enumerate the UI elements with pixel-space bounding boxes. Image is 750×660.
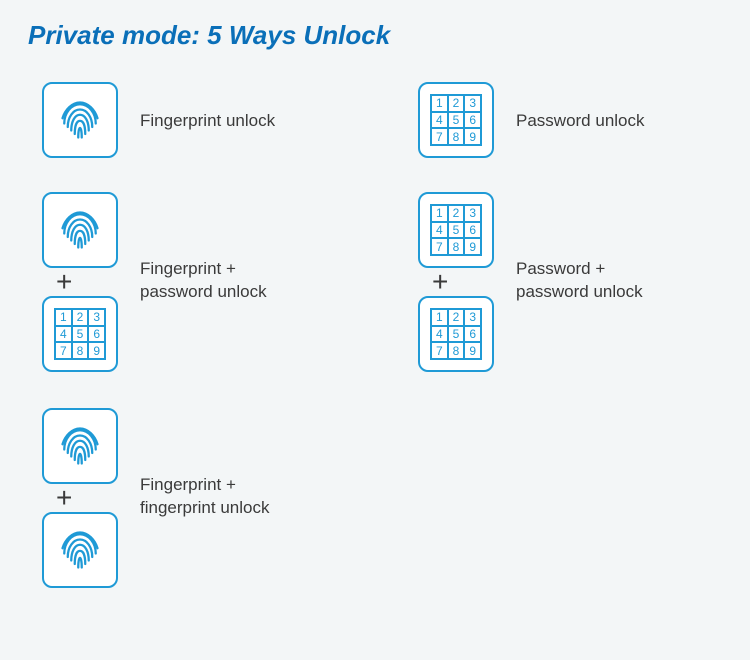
keypad-cell: 8 bbox=[72, 342, 89, 359]
method-label: Fingerprint +fingerprint unlock bbox=[140, 474, 269, 520]
keypad-cell: 8 bbox=[448, 238, 465, 255]
fingerprint-icon bbox=[52, 418, 108, 474]
keypad-cell: 6 bbox=[464, 112, 481, 129]
keypad-cell: 3 bbox=[88, 309, 105, 326]
keypad-box: 123456789 bbox=[42, 296, 118, 372]
fingerprint-icon bbox=[52, 202, 108, 258]
keypad-cell: 7 bbox=[431, 128, 448, 145]
fingerprint-box bbox=[42, 82, 118, 158]
keypad-icon: 123456789 bbox=[430, 204, 482, 256]
keypad-cell: 6 bbox=[88, 326, 105, 343]
keypad-icon: 123456789 bbox=[430, 94, 482, 146]
keypad-cell: 4 bbox=[431, 222, 448, 239]
keypad-cell: 7 bbox=[431, 238, 448, 255]
keypad-cell: 9 bbox=[464, 128, 481, 145]
keypad-cell: 9 bbox=[464, 342, 481, 359]
keypad-cell: 2 bbox=[448, 95, 465, 112]
keypad-cell: 8 bbox=[448, 128, 465, 145]
keypad-cell: 4 bbox=[55, 326, 72, 343]
keypad-cell: 5 bbox=[448, 222, 465, 239]
fingerprint-box bbox=[42, 512, 118, 588]
keypad-cell: 9 bbox=[88, 342, 105, 359]
keypad-cell: 3 bbox=[464, 95, 481, 112]
keypad-icon: 123456789 bbox=[54, 308, 106, 360]
keypad-box: 123456789 bbox=[418, 296, 494, 372]
keypad-icon: 123456789 bbox=[430, 308, 482, 360]
keypad-cell: 4 bbox=[431, 326, 448, 343]
keypad-cell: 8 bbox=[448, 342, 465, 359]
keypad-box: 123456789 bbox=[418, 82, 494, 158]
keypad-cell: 9 bbox=[464, 238, 481, 255]
fingerprint-icon bbox=[52, 92, 108, 148]
method-label: Password unlock bbox=[516, 110, 645, 133]
plus-icon: + bbox=[56, 266, 72, 298]
method-label: Fingerprint unlock bbox=[140, 110, 275, 133]
keypad-cell: 1 bbox=[431, 205, 448, 222]
fingerprint-box bbox=[42, 192, 118, 268]
keypad-cell: 5 bbox=[448, 326, 465, 343]
fingerprint-icon bbox=[52, 522, 108, 578]
method-label: Fingerprint +password unlock bbox=[140, 258, 267, 304]
keypad-cell: 3 bbox=[464, 205, 481, 222]
keypad-cell: 7 bbox=[55, 342, 72, 359]
keypad-cell: 1 bbox=[431, 95, 448, 112]
keypad-cell: 5 bbox=[72, 326, 89, 343]
keypad-cell: 2 bbox=[72, 309, 89, 326]
fingerprint-box bbox=[42, 408, 118, 484]
keypad-cell: 3 bbox=[464, 309, 481, 326]
keypad-cell: 6 bbox=[464, 326, 481, 343]
keypad-cell: 7 bbox=[431, 342, 448, 359]
keypad-cell: 6 bbox=[464, 222, 481, 239]
page-title: Private mode: 5 Ways Unlock bbox=[28, 20, 390, 51]
keypad-cell: 1 bbox=[55, 309, 72, 326]
method-label: Password +password unlock bbox=[516, 258, 643, 304]
keypad-cell: 5 bbox=[448, 112, 465, 129]
keypad-cell: 2 bbox=[448, 309, 465, 326]
plus-icon: + bbox=[432, 266, 448, 298]
keypad-box: 123456789 bbox=[418, 192, 494, 268]
keypad-cell: 4 bbox=[431, 112, 448, 129]
keypad-cell: 2 bbox=[448, 205, 465, 222]
plus-icon: + bbox=[56, 482, 72, 514]
keypad-cell: 1 bbox=[431, 309, 448, 326]
